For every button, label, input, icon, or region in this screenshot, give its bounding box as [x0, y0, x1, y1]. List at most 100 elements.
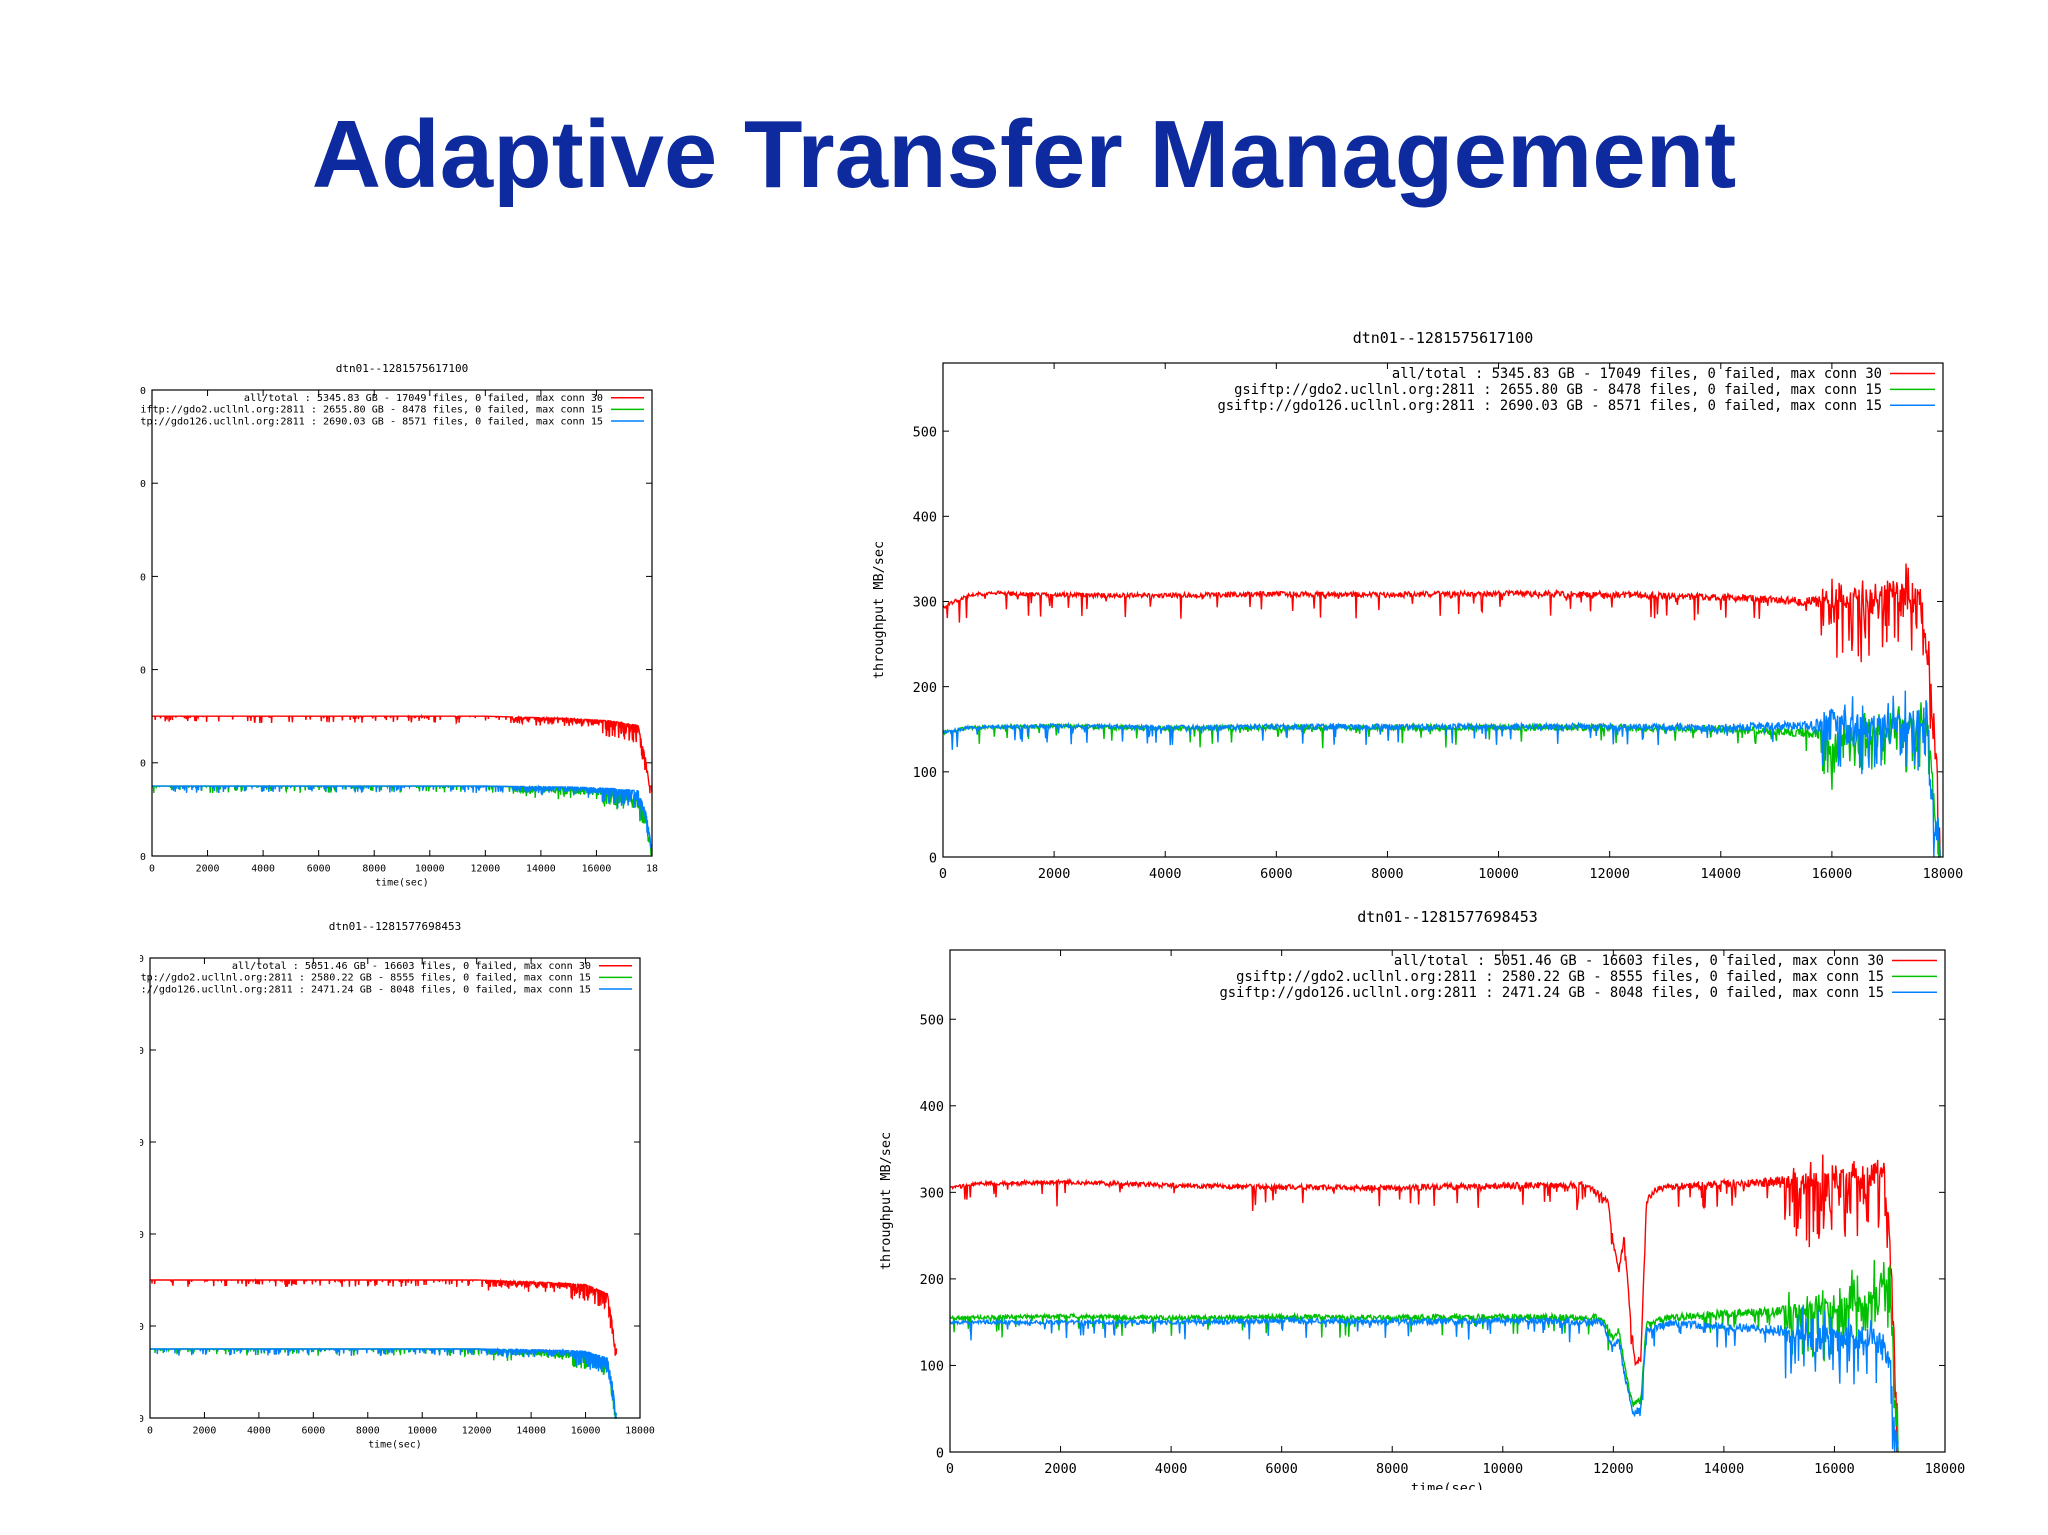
x-tick-label: 0	[939, 866, 947, 882]
plot-frame	[149, 957, 641, 1419]
series-gdo2-line	[152, 784, 653, 857]
x-tick-label: 10000	[1478, 866, 1519, 882]
legend-label: all/total : 5051.46 GB - 16603 files, 0 …	[1394, 953, 1884, 969]
x-tick-label: 16000	[582, 863, 612, 874]
plot-frame	[942, 362, 1944, 858]
series-gdo2-line	[150, 1347, 617, 1419]
y-axis-label: throughput MB/sec	[871, 541, 887, 679]
x-axis-label: time(sec)	[1411, 1481, 1484, 1491]
x-tick-label: 12000	[462, 1425, 492, 1436]
legend-label: gsiftp://gdo126.ucllnl.org:2811 : 2690.0…	[1217, 398, 1882, 414]
series-total-line	[150, 1278, 618, 1356]
plot-frame	[151, 389, 653, 857]
series-gdo2-line	[942, 702, 1941, 858]
legend-label: gsiftp://gdo2.ucllnl.org:2811 : 2655.80 …	[1234, 382, 1882, 398]
y-tick-label: 300	[913, 595, 937, 611]
x-tick-label: 14000	[1700, 866, 1741, 882]
y-tick-label: 100	[913, 765, 937, 781]
y-tick-label: 80	[140, 1046, 144, 1057]
x-tick-label: 16000	[1812, 866, 1853, 882]
chart-title: dtn01--1281577698453	[329, 920, 461, 933]
chart-svg: dtn01--1281577698453 0 20 40 60 80 100 0 2000 400…	[140, 920, 655, 1451]
legend-label: gsiftp://gdo2.ucllnl.org:2811 : 2580.22 …	[140, 973, 591, 984]
chart-connections-1: dtn01--1281575617100 0 20 40 60 80 100 0 2000 400…	[140, 358, 860, 908]
series-gdo2-line	[949, 1259, 1899, 1453]
legend-label: gsiftp://gdo2.ucllnl.org:2811 : 2655.80 …	[140, 405, 603, 416]
x-axis-label: time(sec)	[375, 878, 429, 889]
y-tick-label: 500	[913, 424, 937, 440]
chart-throughput-2: dtn01--1281577698453 0 100 200 300 400 500 0 200…	[858, 905, 1968, 1490]
y-tick-label: 500	[920, 1012, 944, 1028]
x-tick-label: 0	[147, 1425, 153, 1436]
x-tick-label: 4000	[1155, 1461, 1188, 1477]
chart-title: dtn01--1281575617100	[336, 362, 468, 375]
y-tick-label: 60	[140, 572, 146, 583]
x-tick-label: 18	[646, 863, 658, 874]
x-tick-label: 6000	[301, 1425, 325, 1436]
x-tick-label: 14000	[526, 863, 556, 874]
x-tick-label: 16000	[571, 1425, 601, 1436]
x-tick-label: 6000	[307, 863, 331, 874]
x-tick-label: 0	[149, 863, 155, 874]
x-tick-label: 14000	[516, 1425, 546, 1436]
y-tick-label: 300	[920, 1186, 944, 1202]
x-tick-label: 18000	[625, 1425, 655, 1436]
x-tick-label: 8000	[1371, 866, 1404, 882]
series-gdo126-line	[152, 784, 653, 852]
y-tick-label: 0	[140, 1414, 144, 1425]
y-tick-label: 0	[140, 852, 146, 863]
x-tick-label: 6000	[1260, 866, 1293, 882]
y-tick-label: 20	[140, 1322, 144, 1333]
x-tick-label: 12000	[1589, 866, 1630, 882]
x-tick-label: 4000	[247, 1425, 271, 1436]
chart-title: dtn01--1281575617100	[1353, 329, 1534, 347]
x-axis-label: time(sec)	[368, 1440, 422, 1451]
y-tick-label: 400	[920, 1099, 944, 1115]
x-tick-label: 12000	[470, 863, 500, 874]
x-tick-label: 8000	[1376, 1461, 1409, 1477]
x-tick-label: 18000	[1925, 1461, 1966, 1477]
legend-label: all/total : 5345.83 GB - 17049 files, 0 …	[244, 393, 603, 404]
x-tick-label: 2000	[1044, 1461, 1077, 1477]
x-tick-label: 4000	[1149, 866, 1182, 882]
x-tick-label: 16000	[1814, 1461, 1855, 1477]
chart-svg: dtn01--1281577698453 0 100 200 300 400 500 0 200…	[878, 908, 1966, 1491]
y-tick-label: 40	[140, 1230, 144, 1241]
y-tick-label: 100	[140, 386, 146, 397]
y-tick-label: 100	[140, 954, 144, 965]
y-tick-label: 0	[929, 850, 937, 866]
series-total-line	[949, 1154, 1899, 1453]
x-tick-label: 4000	[251, 863, 275, 874]
y-tick-label: 80	[140, 479, 146, 490]
chart-svg: dtn01--1281575617100 0 20 40 60 80 100 0 2000 400…	[140, 362, 658, 889]
legend-label: all/total : 5345.83 GB - 17049 files, 0 …	[1392, 366, 1882, 382]
x-tick-label: 10000	[1482, 1461, 1523, 1477]
y-tick-label: 0	[936, 1445, 944, 1461]
slide-title: Adaptive Transfer Management	[311, 101, 1737, 208]
x-tick-label: 6000	[1265, 1461, 1298, 1477]
y-axis-label: throughput MB/sec	[878, 1132, 894, 1270]
chart-title: dtn01--1281577698453	[1357, 908, 1538, 926]
x-tick-label: 18000	[1923, 866, 1964, 882]
series-total-line	[152, 713, 653, 794]
x-tick-label: 2000	[196, 863, 220, 874]
legend-label: gsiftp://gdo126.ucllnl.org:2811 : 2690.0…	[140, 416, 603, 427]
x-tick-label: 10000	[407, 1425, 437, 1436]
x-tick-label: 14000	[1704, 1461, 1745, 1477]
y-tick-label: 200	[913, 680, 937, 696]
chart-connections-2: dtn01--1281577698453 0 20 40 60 80 100 0 2000 400…	[140, 908, 860, 1463]
legend-label: all/total : 5051.46 GB - 16603 files, 0 …	[232, 961, 591, 972]
y-tick-label: 100	[920, 1359, 944, 1375]
chart-throughput-1: dtn01--1281575617100 0 100 200 300 400 500 0 200…	[858, 325, 1968, 910]
series-total-line	[942, 563, 1941, 858]
series-gdo126-line	[942, 690, 1941, 858]
plot-frame	[949, 949, 1946, 1453]
chart-svg: dtn01--1281575617100 0 100 200 300 400 500 0 200…	[871, 329, 1964, 882]
legend-label: gsiftp://gdo2.ucllnl.org:2811 : 2580.22 …	[1236, 969, 1884, 985]
x-tick-label: 8000	[356, 1425, 380, 1436]
series-gdo126-line	[949, 1306, 1899, 1453]
x-tick-label: 8000	[362, 863, 386, 874]
x-tick-label: 2000	[193, 1425, 217, 1436]
y-tick-label: 400	[913, 510, 937, 526]
x-tick-label: 12000	[1593, 1461, 1634, 1477]
